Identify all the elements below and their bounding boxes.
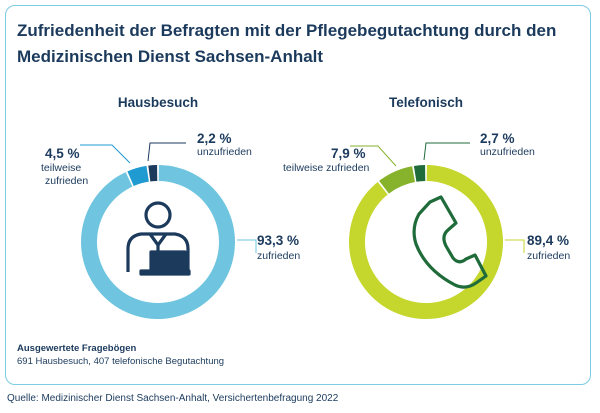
donut-slice-unzufrieden bbox=[148, 165, 158, 182]
source-note: Quelle: Medizinischer Dienst Sachsen-Anh… bbox=[7, 393, 339, 404]
note-title: Ausgewertete Fragebögen bbox=[17, 343, 137, 354]
leader-line-t-unzufrieden bbox=[423, 142, 470, 161]
leader-line-h-zufrieden bbox=[237, 239, 257, 253]
label-t-zufrieden-value: 89,4 % bbox=[527, 233, 570, 248]
chart-title-hausbesuch: Hausbesuch bbox=[117, 95, 199, 110]
label-t-zufrieden-text: zufrieden bbox=[527, 250, 571, 262]
donut-slice-teilweise-zufrieden bbox=[127, 165, 149, 187]
donut-slice-zufrieden bbox=[349, 165, 503, 319]
leader-line-h-teilweise bbox=[80, 144, 131, 164]
person-at-laptop-icon bbox=[126, 201, 191, 276]
title-line-2: Medizinischen Dienst Sachsen-Anhalt bbox=[17, 47, 324, 66]
donut-hausbesuch bbox=[81, 165, 236, 319]
donut-telefonisch bbox=[349, 165, 503, 319]
telephone-handset-icon bbox=[412, 195, 488, 289]
leader-line-t-zufrieden bbox=[505, 239, 525, 253]
label-h-unzufrieden-text: unzufrieden bbox=[197, 146, 252, 158]
label-t-unzufrieden-value: 2,7 % bbox=[480, 131, 515, 146]
label-h-teilweise-value: 4,5 % bbox=[45, 146, 80, 161]
donut-slice-unzufrieden bbox=[413, 165, 426, 182]
page-title: Zufriedenheit der Befragten mit der Pfle… bbox=[17, 18, 577, 70]
note-text: 691 Hausbesuch, 407 telefonische Begutac… bbox=[17, 356, 225, 367]
label-h-teilweise-text-2: zufrieden bbox=[45, 175, 89, 187]
label-t-unzufrieden-text: unzufrieden bbox=[480, 146, 535, 158]
label-h-unzufrieden-value: 2,2 % bbox=[197, 131, 232, 146]
label-t-teilweise-value: 7,9 % bbox=[331, 146, 366, 161]
donut-slice-teilweise-zufrieden bbox=[379, 166, 415, 194]
title-line-1: Zufriedenheit der Befragten mit der Pfle… bbox=[17, 21, 557, 40]
label-h-zufrieden-value: 93,3 % bbox=[257, 233, 300, 248]
label-h-teilweise-text-1: teilweise bbox=[41, 162, 82, 174]
chart-title-telefonisch: Telefonisch bbox=[388, 95, 463, 110]
leader-line-t-teilweise bbox=[350, 145, 397, 167]
label-h-zufrieden-text: zufrieden bbox=[257, 250, 301, 262]
donut-slice-zufrieden bbox=[81, 165, 236, 319]
leader-line-h-unzufrieden bbox=[147, 142, 186, 162]
label-t-teilweise-text: teilweise zufrieden bbox=[283, 162, 370, 174]
